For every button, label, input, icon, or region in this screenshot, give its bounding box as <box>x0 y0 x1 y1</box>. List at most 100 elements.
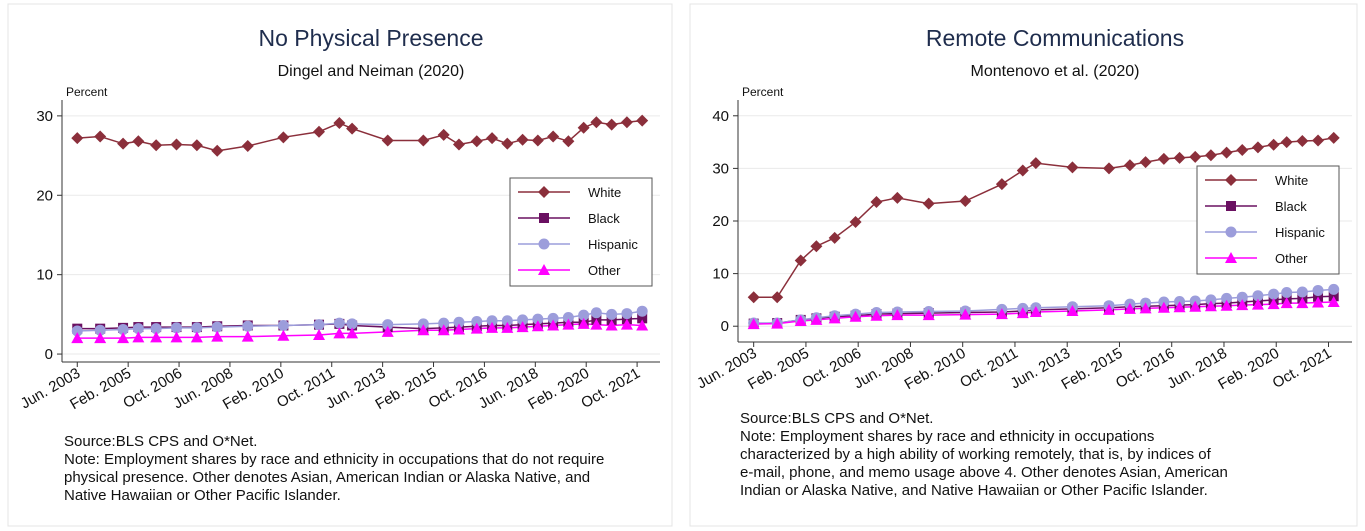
data-point <box>470 322 483 334</box>
chart-subtitle: Montenovo et al. (2020) <box>971 63 1140 80</box>
data-point <box>636 114 649 127</box>
legend-box <box>509 177 653 287</box>
legend-marker <box>1225 226 1237 238</box>
data-point <box>810 313 823 325</box>
data-point <box>170 138 183 151</box>
data-point <box>517 314 529 326</box>
data-point <box>1280 297 1293 309</box>
data-point <box>747 318 760 330</box>
source-note: Source:BLS CPS and O*Net. <box>64 433 257 450</box>
data-point <box>590 318 603 330</box>
data-point <box>531 134 544 147</box>
data-point <box>211 330 224 342</box>
data-point <box>190 331 203 343</box>
data-point <box>117 332 130 344</box>
legend-marker <box>1225 174 1237 186</box>
data-point <box>1236 299 1249 311</box>
data-point <box>995 308 1008 320</box>
data-point <box>1103 162 1116 175</box>
data-point <box>333 117 346 130</box>
data-point <box>211 144 224 157</box>
data-point <box>170 331 183 343</box>
data-point <box>794 314 807 326</box>
data-point <box>452 323 465 335</box>
data-point <box>1220 146 1233 159</box>
legend-marker <box>538 264 550 275</box>
data-point <box>277 329 290 341</box>
data-point <box>437 128 450 141</box>
data-point <box>1066 304 1079 316</box>
note-line: Note: Employment shares by race and ethn… <box>740 428 1154 445</box>
note-line: e-mail, phone, and memo usage above 4. O… <box>740 464 1228 481</box>
data-point <box>922 309 935 321</box>
data-point <box>346 318 358 330</box>
data-point <box>71 132 84 145</box>
note-line: Indian or Alaska Native, and Native Hawa… <box>740 482 1208 499</box>
data-point <box>486 321 499 333</box>
note-line: physical presence. Other denotes Asian, … <box>64 469 590 486</box>
data-point <box>486 315 498 327</box>
source-note: Source:BLS CPS and O*Net. <box>740 410 933 427</box>
data-point <box>277 319 289 331</box>
data-point <box>747 291 760 304</box>
y-tick-label: 20 <box>712 213 729 230</box>
data-point <box>590 307 602 319</box>
data-point <box>1157 152 1170 165</box>
data-point <box>828 231 841 244</box>
data-point <box>577 317 590 329</box>
data-point <box>437 324 450 336</box>
data-point <box>995 178 1008 191</box>
data-point <box>1103 303 1116 315</box>
data-point <box>1251 141 1264 154</box>
data-point <box>1016 307 1029 319</box>
data-point <box>771 317 784 329</box>
data-point <box>1123 159 1136 172</box>
data-point <box>94 332 107 344</box>
data-point <box>1312 296 1325 308</box>
data-point <box>590 116 603 129</box>
data-point <box>562 135 575 148</box>
data-point <box>501 315 513 327</box>
data-point <box>486 132 499 145</box>
data-point <box>562 312 574 324</box>
data-point <box>1016 164 1029 177</box>
data-point <box>1189 150 1202 163</box>
data-point <box>771 291 784 304</box>
note-line: Note: Employment shares by race and ethn… <box>64 451 604 468</box>
data-point <box>849 310 862 322</box>
y-axis-label: Percent <box>66 85 108 99</box>
data-point <box>1189 300 1202 312</box>
data-point <box>1312 284 1324 296</box>
data-point <box>1281 287 1293 299</box>
data-point <box>606 308 618 320</box>
data-point <box>1236 291 1248 303</box>
data-point <box>577 121 590 134</box>
legend-label: White <box>1275 173 1308 188</box>
legend-label: Black <box>588 211 620 226</box>
data-point <box>605 319 618 331</box>
y-tick-label: 40 <box>712 108 729 125</box>
data-point <box>132 323 144 335</box>
data-point <box>1157 301 1170 313</box>
y-tick-label: 30 <box>712 160 729 177</box>
data-point <box>381 134 394 147</box>
data-point <box>452 138 465 151</box>
legend-marker <box>539 213 549 223</box>
y-tick-label: 10 <box>712 266 729 283</box>
data-point <box>620 116 633 129</box>
data-point <box>891 191 904 204</box>
data-point <box>1268 288 1280 300</box>
chart-title: No Physical Presence <box>259 25 484 51</box>
data-point <box>171 322 183 334</box>
data-point <box>828 312 841 324</box>
data-point <box>547 312 559 324</box>
data-point <box>1220 299 1233 311</box>
data-point <box>547 130 560 143</box>
legend-label: Other <box>1275 251 1308 266</box>
data-point <box>1296 297 1309 309</box>
data-point <box>277 131 290 144</box>
data-point <box>636 305 648 317</box>
data-point <box>959 195 972 208</box>
data-point <box>870 309 883 321</box>
